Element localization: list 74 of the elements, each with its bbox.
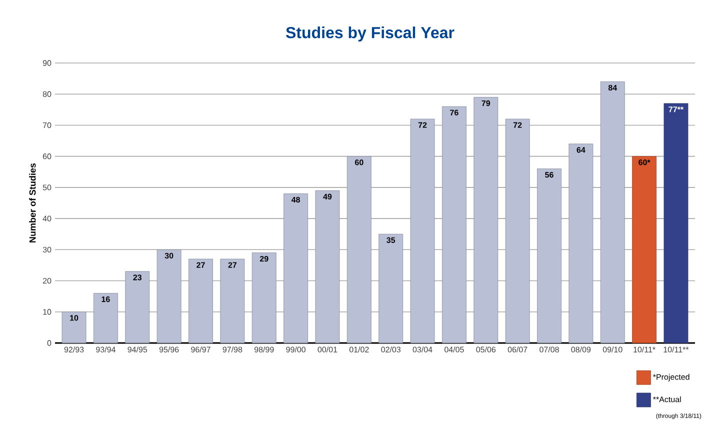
bar xyxy=(315,190,340,344)
y-tick-label: 60 xyxy=(42,154,52,160)
x-tick-label: 07/08 xyxy=(540,346,559,352)
data-label: 35 xyxy=(386,237,396,243)
data-label: 27 xyxy=(196,262,205,268)
data-label: 64 xyxy=(576,147,586,153)
x-tick-label: 93/94 xyxy=(96,346,116,352)
bar xyxy=(474,97,498,344)
bar xyxy=(505,118,530,344)
y-tick-label: 0 xyxy=(47,340,52,346)
data-label: 79 xyxy=(482,100,490,106)
bar xyxy=(252,252,276,344)
data-label: 77** xyxy=(668,106,684,112)
x-tick-label: 97/98 xyxy=(222,346,242,352)
data-label: 23 xyxy=(133,274,142,280)
bar xyxy=(156,249,182,344)
bar xyxy=(410,118,435,344)
chart-title: Studies by Fiscal Year xyxy=(286,26,454,42)
y-tick-label: 70 xyxy=(42,122,52,128)
bar xyxy=(188,258,213,344)
data-label: 16 xyxy=(102,296,110,302)
data-label: 10 xyxy=(70,315,78,321)
data-label: 49 xyxy=(323,194,332,200)
y-tick-label: 30 xyxy=(42,246,52,252)
bar xyxy=(284,193,308,344)
bar xyxy=(346,156,372,344)
x-tick-label: 01/02 xyxy=(349,346,369,352)
bar xyxy=(125,271,150,344)
bar xyxy=(220,258,245,344)
legend-label: *Projected xyxy=(653,374,690,382)
data-label: 76 xyxy=(450,110,458,116)
y-axis-title: Number of Studies xyxy=(29,163,36,242)
x-tick-label: 06/07 xyxy=(508,346,528,352)
y-tick-label: 90 xyxy=(42,60,52,66)
x-tick-label: 94/95 xyxy=(128,346,148,352)
x-tick-label: 03/04 xyxy=(412,346,432,352)
x-tick-label: 04/05 xyxy=(444,346,464,352)
bar xyxy=(568,144,594,344)
bar xyxy=(664,103,688,344)
bar xyxy=(632,156,656,344)
x-tick-label: 05/06 xyxy=(476,346,496,352)
x-tick-label: 96/97 xyxy=(191,346,210,352)
x-tick-label: 02/03 xyxy=(381,346,400,352)
x-tick-label: 00/01 xyxy=(318,346,338,352)
data-label: 60 xyxy=(355,160,364,166)
x-tick-label: 08/09 xyxy=(571,346,591,352)
x-tick-label: 99/00 xyxy=(286,346,306,352)
bar xyxy=(94,293,118,344)
data-label: 56 xyxy=(545,172,554,178)
x-tick-label: 92/93 xyxy=(64,346,84,352)
bar xyxy=(62,312,86,344)
y-tick-label: 20 xyxy=(42,278,52,284)
data-label: 48 xyxy=(291,196,300,203)
bar xyxy=(600,81,625,344)
y-tick-label: 50 xyxy=(42,184,52,190)
y-tick-label: 40 xyxy=(42,216,52,222)
data-label: 29 xyxy=(260,256,268,262)
x-tick-label: 10/11** xyxy=(664,346,689,352)
data-label: 60* xyxy=(638,160,650,166)
x-tick-label: 10/11* xyxy=(634,346,656,352)
x-tick-label: 98/99 xyxy=(254,346,274,352)
bar xyxy=(537,168,562,344)
data-label: 30 xyxy=(164,252,174,259)
y-tick-label: 80 xyxy=(42,91,52,97)
y-tick-label: 10 xyxy=(43,309,52,315)
x-tick-label: 09/10 xyxy=(602,346,622,352)
data-label: 72 xyxy=(418,122,427,128)
bar xyxy=(378,234,404,344)
legend-label: **Actual xyxy=(653,396,681,402)
data-label: 84 xyxy=(608,84,618,91)
data-label: 27 xyxy=(228,262,237,268)
bar xyxy=(442,106,466,344)
x-tick-label: 95/96 xyxy=(159,346,179,352)
data-label: 72 xyxy=(513,122,522,128)
